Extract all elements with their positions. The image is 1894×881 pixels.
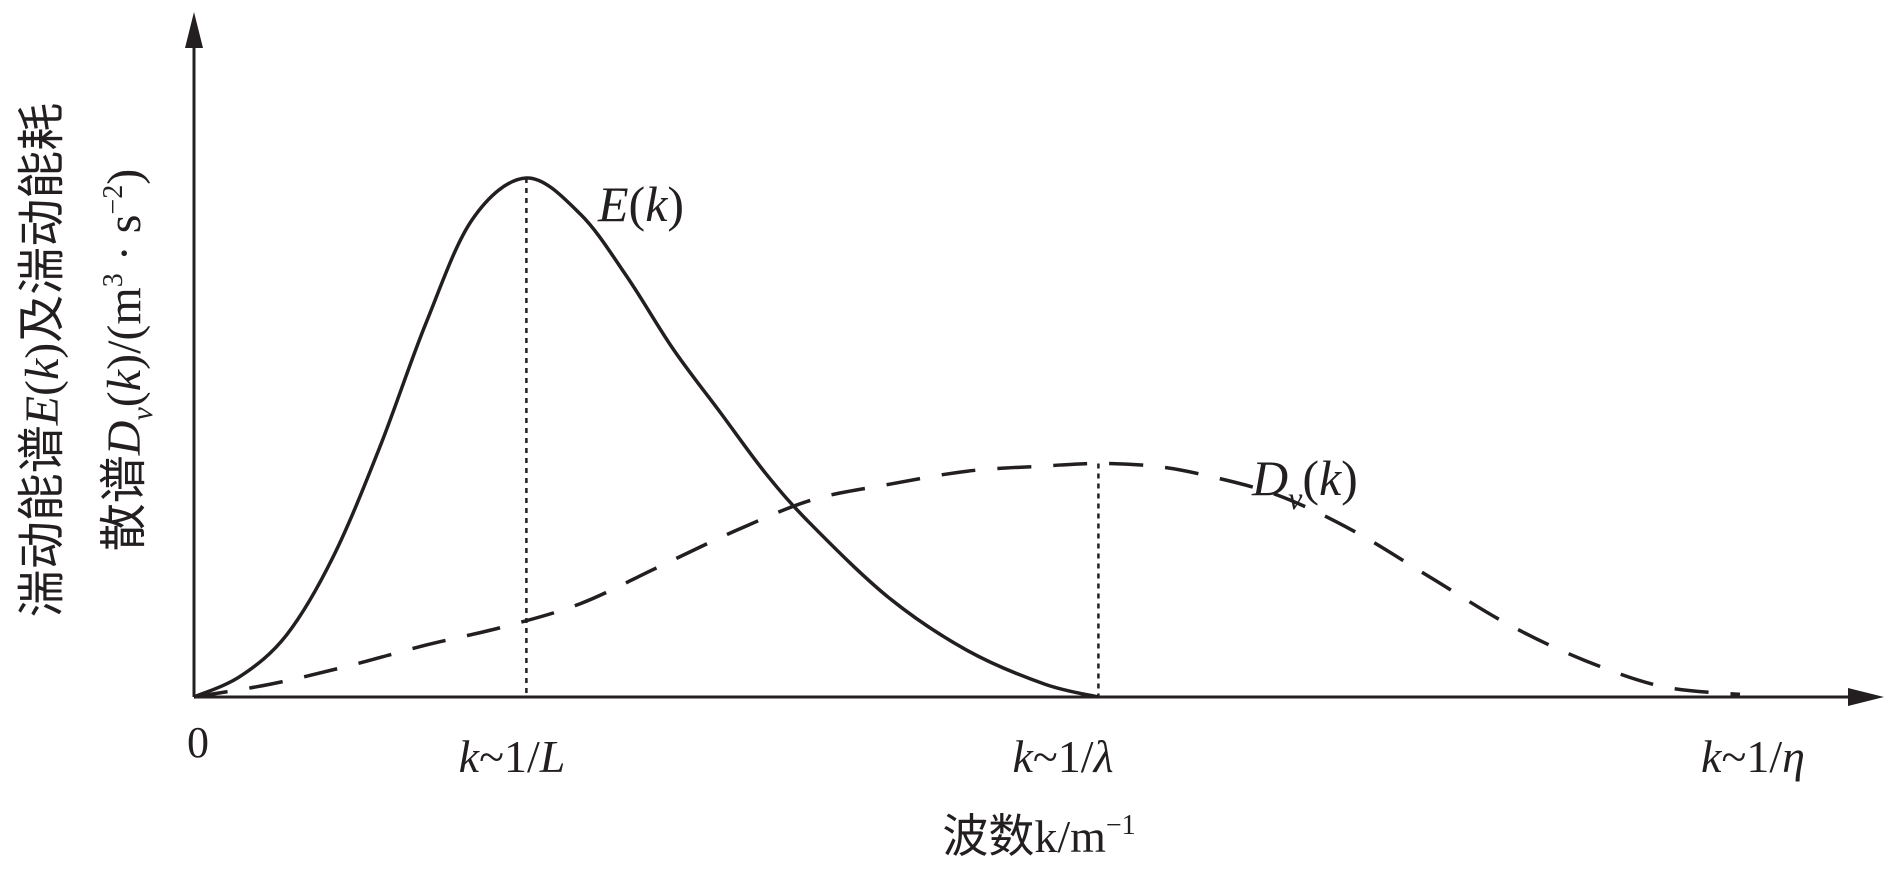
y-axis-title-line2: 散谱Dv(k)/(m3 · s−2) bbox=[98, 169, 159, 551]
x-tick-label-eta: k~1/η bbox=[1701, 731, 1805, 782]
series-label-Dv: Dv(k) bbox=[1251, 450, 1358, 516]
x-axis-title: 波数k/m−1 bbox=[942, 810, 1135, 862]
x-tick-labels: k~1/L k~1/λ k~1/η bbox=[459, 731, 1805, 782]
x-tick-label-lambda: k~1/λ bbox=[1012, 731, 1113, 782]
y-axis-title-line1: 湍动能谱E(k)及湍动能耗 bbox=[16, 103, 69, 618]
x-tick-label-L: k~1/L bbox=[459, 731, 566, 782]
origin-label: 0 bbox=[187, 718, 209, 767]
series-label-E: E(k) bbox=[597, 176, 684, 232]
plot-area bbox=[193, 176, 1741, 699]
x-axis-arrow bbox=[1848, 688, 1884, 706]
series-line-Dv bbox=[193, 461, 1741, 699]
series-line-E bbox=[193, 176, 1099, 699]
y-axis-title: 湍动能谱E(k)及湍动能耗 散谱Dv(k)/(m3 · s−2) bbox=[16, 103, 159, 618]
y-axis-arrow bbox=[185, 12, 203, 48]
